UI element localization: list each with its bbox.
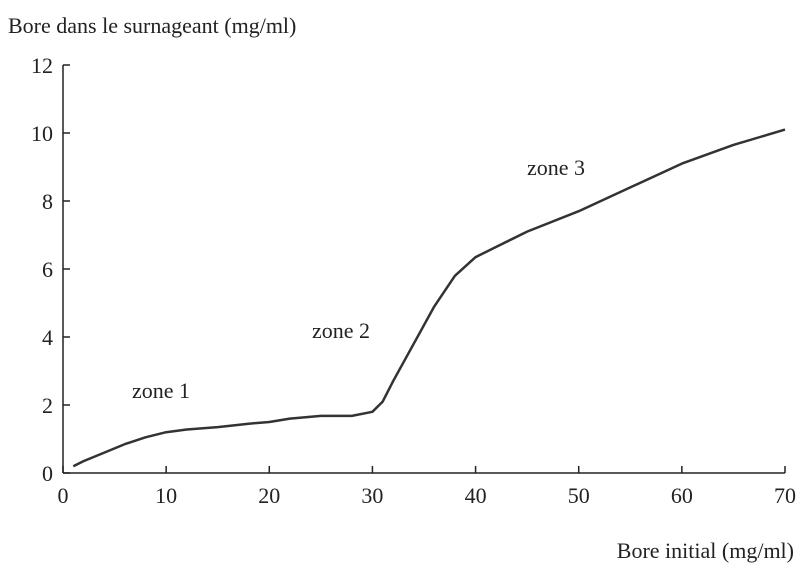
x-tick-label: 70 bbox=[774, 483, 796, 508]
x-axis-label: Bore initial (mg/ml) bbox=[617, 538, 794, 563]
y-axis-label: Bore dans le surnageant (mg/ml) bbox=[8, 13, 296, 38]
data-line bbox=[72, 128, 786, 468]
y-tick-label: 10 bbox=[31, 121, 53, 146]
y-tick-label: 2 bbox=[42, 393, 53, 418]
x-tick-label: 10 bbox=[155, 483, 177, 508]
annotation: zone 3 bbox=[527, 155, 585, 180]
y-tick-label: 8 bbox=[42, 189, 53, 214]
y-tick-label: 12 bbox=[31, 53, 53, 78]
y-tick-label: 0 bbox=[42, 461, 53, 486]
x-tick-label: 30 bbox=[361, 483, 383, 508]
x-tick-label: 60 bbox=[671, 483, 693, 508]
x-tick-label: 50 bbox=[568, 483, 590, 508]
annotation: zone 1 bbox=[132, 378, 190, 403]
x-tick-label: 20 bbox=[258, 483, 280, 508]
annotation: zone 2 bbox=[312, 318, 370, 343]
y-tick-label: 4 bbox=[42, 325, 53, 350]
y-tick-label: 6 bbox=[42, 257, 53, 282]
x-tick-label: 0 bbox=[58, 483, 69, 508]
x-tick-label: 40 bbox=[465, 483, 487, 508]
